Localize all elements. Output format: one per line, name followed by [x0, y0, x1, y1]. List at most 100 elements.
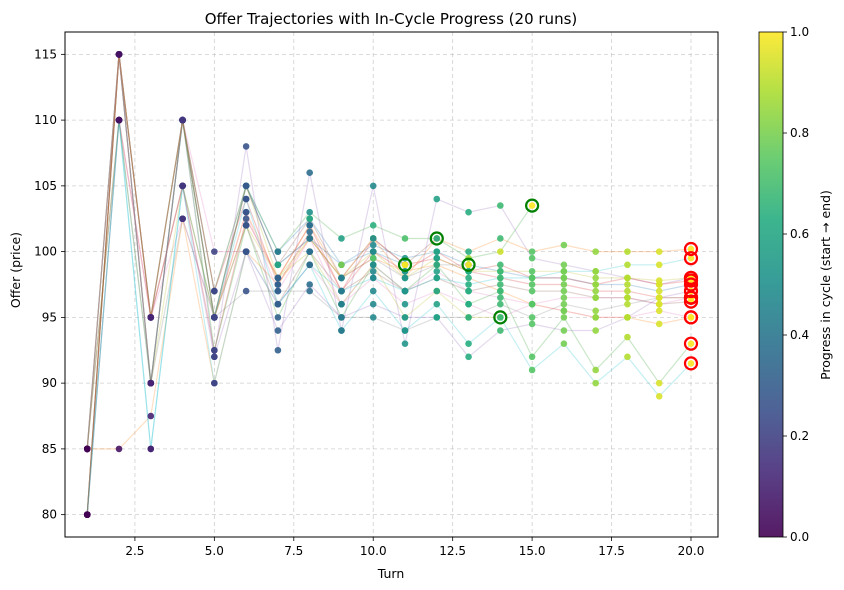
data-point — [211, 314, 218, 321]
final-ring-marker — [683, 270, 699, 286]
data-point — [369, 241, 377, 249]
data-point — [369, 314, 377, 321]
y-tick-label: 90 — [42, 376, 57, 390]
data-point — [497, 248, 504, 255]
data-point — [242, 195, 250, 203]
data-points — [83, 51, 695, 518]
data-point — [274, 274, 282, 282]
trajectory-line-run-10 — [86, 120, 692, 515]
final-ring-marker — [683, 251, 699, 266]
data-point — [592, 287, 599, 295]
colorbar-ticks: 0.0 0.2 0.4 0.6 0.8 1.0 — [783, 25, 809, 544]
data-point — [306, 235, 313, 242]
y-tick-label: 115 — [34, 47, 57, 61]
colorbar-gradient — [758, 31, 784, 538]
trajectory-line-run-17 — [86, 54, 692, 449]
x-tick-label: 17.5 — [598, 544, 625, 558]
data-point — [433, 268, 441, 275]
data-point — [655, 248, 663, 255]
data-point — [497, 294, 504, 301]
plot-frame — [64, 31, 719, 538]
data-point — [211, 248, 218, 255]
trajectory-line-run-5 — [86, 54, 692, 515]
data-point — [401, 235, 409, 242]
marker-rings — [397, 198, 699, 371]
x-axis-ticks: 2.5 5.0 7.5 10.0 12.5 15.0 17.5 20.0 — [125, 537, 704, 558]
y-tick-label: 95 — [42, 310, 57, 324]
colorbar-tick-label: 0.8 — [790, 126, 809, 140]
final-ring-marker — [683, 277, 699, 292]
data-point — [211, 353, 218, 361]
data-point — [687, 245, 695, 253]
data-point — [274, 314, 282, 321]
y-tick-label: 85 — [42, 442, 57, 456]
data-point — [624, 314, 631, 321]
data-point — [306, 215, 313, 223]
data-point — [83, 445, 91, 453]
data-point — [560, 287, 568, 295]
data-point — [560, 294, 568, 301]
deal-ring-marker — [493, 310, 508, 325]
colorbar-tick-label: 0.4 — [790, 328, 809, 342]
data-point — [592, 307, 599, 315]
data-point — [306, 169, 313, 177]
data-point — [560, 281, 568, 288]
x-tick-label: 15.0 — [519, 544, 546, 558]
data-point — [655, 307, 663, 315]
data-point — [306, 208, 313, 216]
y-tick-label: 105 — [34, 179, 57, 193]
data-point — [655, 379, 663, 387]
data-point — [592, 281, 599, 288]
data-point — [338, 235, 345, 242]
final-ring-marker — [683, 356, 699, 371]
data-point — [465, 208, 472, 216]
data-point — [592, 366, 599, 374]
data-point — [338, 327, 345, 334]
colorbar-tick-label: 1.0 — [790, 25, 809, 39]
data-point — [465, 340, 472, 347]
final-ring-marker — [683, 241, 699, 257]
data-point — [528, 202, 536, 209]
data-point — [401, 287, 409, 295]
x-tick-label: 2.5 — [125, 544, 144, 558]
data-point — [528, 314, 536, 321]
data-point — [147, 445, 155, 453]
colorbar-tick-label: 0.6 — [790, 227, 809, 241]
data-point — [115, 51, 123, 58]
data-point — [369, 222, 377, 229]
data-point — [338, 300, 345, 308]
trajectory-line-run-9 — [86, 54, 501, 515]
data-point — [274, 261, 282, 269]
data-point — [592, 327, 599, 334]
data-point — [560, 274, 568, 282]
data-point — [401, 314, 409, 321]
data-point — [624, 353, 631, 361]
x-tick-label: 20.0 — [678, 544, 705, 558]
trajectory-lines — [86, 54, 692, 515]
data-point — [687, 314, 695, 321]
colorbar: 0.0 0.2 0.4 0.6 0.8 1.0 Progress in cycle (st… — [758, 25, 833, 544]
data-point — [401, 340, 409, 347]
trajectory-line-run-20 — [86, 120, 692, 515]
data-point — [147, 314, 155, 321]
data-point — [528, 274, 536, 282]
data-point — [528, 320, 536, 328]
data-point — [560, 314, 568, 321]
data-point — [592, 314, 599, 321]
final-ring-marker — [683, 283, 699, 299]
data-point — [528, 353, 536, 361]
data-point — [497, 274, 504, 282]
x-tick-label: 12.5 — [439, 544, 466, 558]
deal-ring-marker — [397, 257, 413, 272]
data-point — [369, 300, 377, 308]
y-axis-ticks: 80 85 90 95 100 105 110 115 — [34, 47, 65, 522]
data-point — [497, 202, 504, 209]
data-point — [306, 248, 313, 255]
trajectory-line-run-16 — [86, 54, 692, 515]
trajectory-line-run-7 — [86, 120, 692, 515]
data-point — [433, 235, 441, 242]
data-point — [560, 340, 568, 347]
data-point — [274, 300, 282, 308]
